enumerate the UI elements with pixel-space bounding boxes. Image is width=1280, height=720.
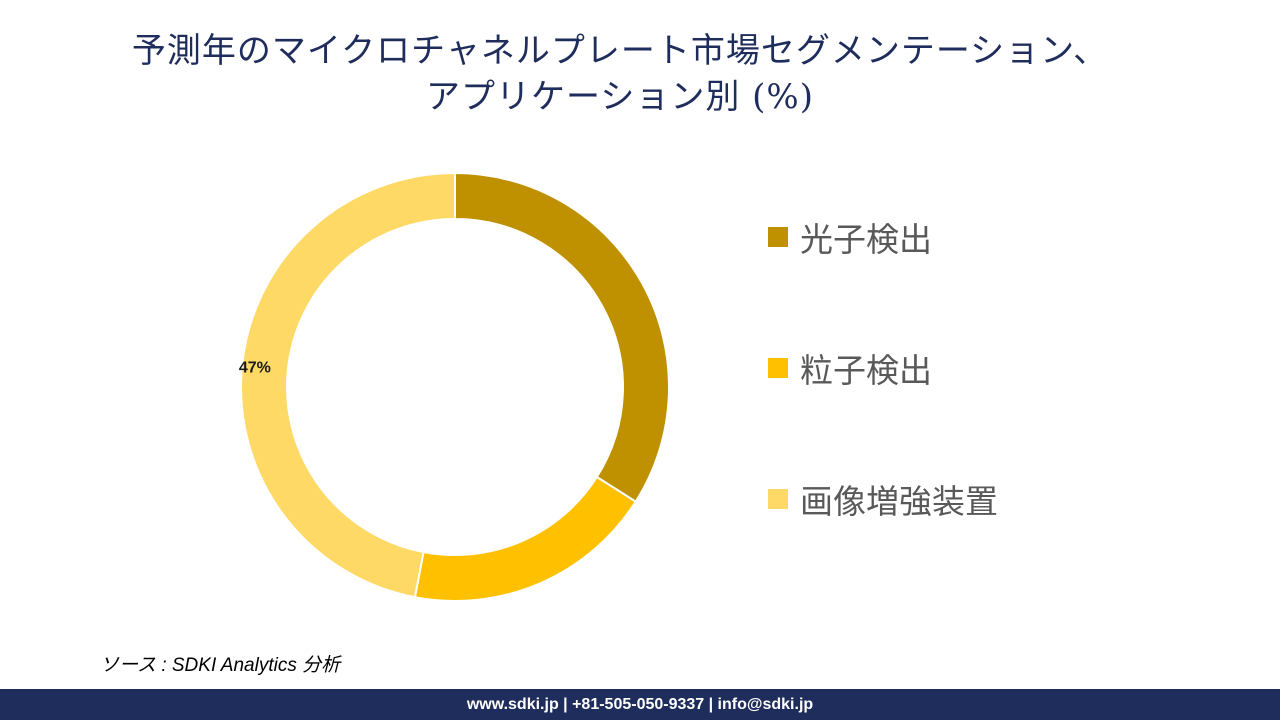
legend-label-photon-detection: 光子検出 (800, 220, 932, 259)
donut-slices (240, 171, 670, 602)
chart-legend: 光子検出 粒子検出 画像増強装置 (768, 212, 998, 605)
data-label-image-intensifier: 47% (239, 359, 271, 376)
footer-bar: www.sdki.jp | +81-505-050-9337 | info@sd… (0, 689, 1280, 720)
chart-title-line-1: 予測年のマイクロチャネルプレート市場セグメンテーション、 (131, 31, 1109, 71)
donut-slice-image-intensifier (240, 171, 456, 599)
legend-item-particle-detection: 粒子検出 (768, 343, 998, 393)
footer-contact: www.sdki.jp | +81-505-050-9337 | info@sd… (466, 695, 814, 713)
donut-slice-particle-detection (413, 475, 638, 602)
donut-data-labels: 47% (239, 359, 271, 376)
chart-title: 予測年のマイクロチャネルプレート市場セグメンテーション、 アプリケーション別 (… (0, 28, 1240, 120)
legend-label-image-intensifier: 画像増強装置 (800, 482, 998, 521)
legend-label-particle-detection: 粒子検出 (800, 351, 932, 390)
legend-item-image-intensifier: 画像増強装置 (768, 474, 998, 524)
legend-swatch-image-intensifier (768, 489, 788, 509)
chart-title-line-2: アプリケーション別 (%) (426, 77, 814, 117)
legend-swatch-photon-detection (768, 227, 788, 247)
legend-swatch-particle-detection (768, 358, 788, 378)
donut-slice-photon-detection (454, 171, 670, 504)
legend-item-photon-detection: 光子検出 (768, 212, 998, 262)
source-note: ソース : SDKI Analytics 分析 (100, 655, 341, 676)
